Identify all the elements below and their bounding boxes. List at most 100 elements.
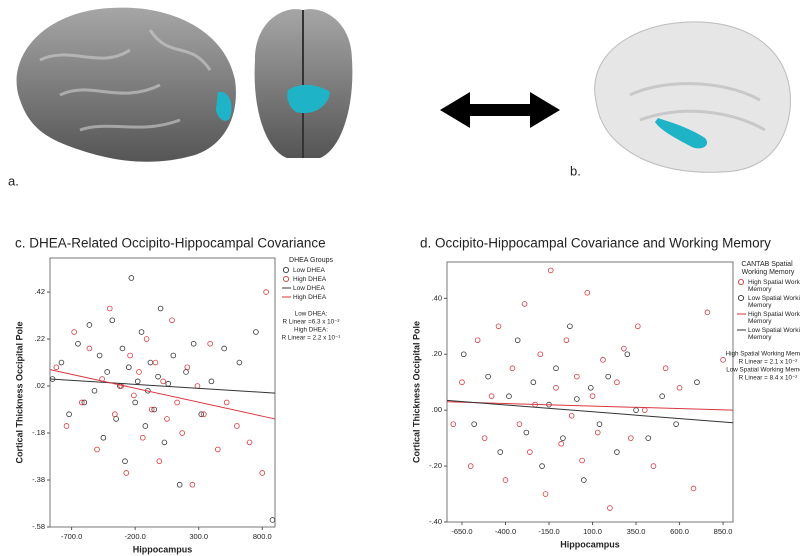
x-tick-label: -700.0 xyxy=(61,532,82,541)
legend-title: DHEA Groups xyxy=(289,257,333,264)
y-axis-label: Cortical Thickness Occipital Pole xyxy=(14,321,24,463)
data-point xyxy=(553,385,559,391)
data-point xyxy=(148,406,155,413)
data-point xyxy=(96,352,103,359)
data-point xyxy=(86,345,93,352)
data-point xyxy=(614,449,620,455)
annotation: High DHEA: xyxy=(294,327,328,334)
data-point xyxy=(128,275,135,281)
data-point xyxy=(151,406,158,413)
data-point xyxy=(581,477,587,483)
y-tick-label: .02 xyxy=(35,381,45,390)
posterior-brain xyxy=(254,9,353,159)
data-point xyxy=(614,379,620,386)
data-point xyxy=(553,365,559,372)
data-point xyxy=(156,458,163,465)
data-point xyxy=(467,463,474,469)
data-point xyxy=(179,430,186,436)
data-point xyxy=(127,352,133,359)
data-point xyxy=(63,423,70,429)
data-point xyxy=(157,305,164,312)
data-point xyxy=(263,289,269,295)
data-point xyxy=(208,378,215,385)
data-point xyxy=(659,393,665,399)
data-point xyxy=(58,359,65,366)
data-point xyxy=(155,373,161,380)
data-point xyxy=(161,439,168,446)
data-point xyxy=(86,322,93,328)
data-point xyxy=(91,387,98,394)
data-point xyxy=(176,481,183,488)
data-point xyxy=(259,470,266,476)
data-point xyxy=(234,423,240,429)
data-point xyxy=(160,378,166,385)
annotation: Low Spatial Working Memory: xyxy=(726,367,800,374)
data-point xyxy=(109,317,116,324)
panel-label: b. xyxy=(570,163,581,178)
data-point xyxy=(694,379,700,386)
data-point xyxy=(605,373,611,380)
annotation: R Linear = 2.1 x 10⁻² xyxy=(739,359,798,366)
y-tick-label: -.18 xyxy=(32,428,45,437)
legend-label: High Spatial Working Memory xyxy=(748,311,800,325)
annotation: R Linear =6.3 x 10⁻² xyxy=(282,319,339,326)
data-point xyxy=(495,323,502,330)
data-point xyxy=(71,329,77,335)
x-tick-label: -200.0 xyxy=(125,532,146,541)
y-tick-label: -.40 xyxy=(429,517,442,526)
data-point xyxy=(558,440,564,447)
y-tick-label: -.58 xyxy=(32,522,45,531)
data-point xyxy=(53,364,60,371)
data-point xyxy=(139,434,146,441)
x-tick-label: -400.0 xyxy=(495,527,516,536)
data-point xyxy=(579,457,585,464)
data-point xyxy=(104,369,111,375)
data-point xyxy=(66,411,72,418)
data-point xyxy=(471,421,477,427)
data-point xyxy=(594,429,601,436)
data-point xyxy=(502,477,509,483)
data-point xyxy=(198,411,205,418)
data-point xyxy=(514,337,521,344)
data-point xyxy=(253,329,259,335)
x-tick-label: 600.0 xyxy=(670,527,689,536)
legend-symbol xyxy=(282,266,290,274)
y-tick-label: .40 xyxy=(432,293,442,302)
annotation: R Linear = 2.2 x 10⁻¹ xyxy=(282,335,341,342)
data-point xyxy=(170,352,177,359)
fit-line xyxy=(446,401,734,411)
data-point xyxy=(474,337,481,344)
data-point xyxy=(223,399,230,406)
data-point xyxy=(523,429,530,436)
x-axis-label: Hippocampus xyxy=(133,544,193,554)
data-point xyxy=(174,399,180,406)
lateral-brain xyxy=(16,7,236,162)
data-point xyxy=(143,336,150,342)
data-point xyxy=(574,373,580,380)
fit-line xyxy=(446,399,734,424)
y-axis-label: Cortical Thickness Occipital Pole xyxy=(411,321,421,463)
x-tick-label: 300.0 xyxy=(189,532,208,541)
data-point xyxy=(164,416,170,422)
x-tick-label: 800.0 xyxy=(253,532,272,541)
data-point xyxy=(460,351,467,358)
data-point xyxy=(628,435,634,441)
data-point xyxy=(645,435,652,441)
data-point xyxy=(650,463,657,469)
data-point xyxy=(122,458,128,465)
x-axis-label: Hippocampus xyxy=(560,539,620,549)
plot-frame xyxy=(446,261,734,523)
data-point xyxy=(690,485,697,492)
y-tick-label: -.20 xyxy=(429,461,442,470)
data-point xyxy=(673,421,679,427)
data-point xyxy=(126,364,132,371)
data-point xyxy=(184,364,191,371)
legend-symbol xyxy=(737,278,745,286)
data-point xyxy=(568,412,575,419)
data-point xyxy=(221,345,227,352)
data-point xyxy=(134,378,141,385)
data-point xyxy=(236,359,243,366)
data-point xyxy=(123,470,130,476)
legend-label: High DHEA xyxy=(293,294,327,301)
data-point xyxy=(190,340,197,347)
